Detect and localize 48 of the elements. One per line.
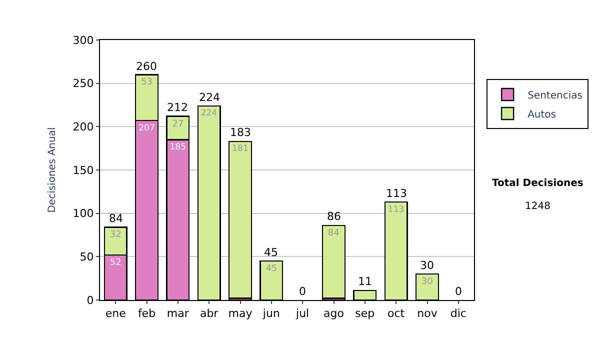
x-tick-label: oct bbox=[388, 307, 406, 320]
text: Total Decisiones bbox=[492, 178, 584, 189]
data-label: 30 bbox=[421, 277, 434, 287]
y-axis-title: Decisiones Anual bbox=[46, 127, 58, 213]
data-label: 27 bbox=[172, 119, 184, 130]
data-label: 207 bbox=[138, 123, 155, 134]
data-label: 181 bbox=[232, 144, 248, 154]
total-label: 0 bbox=[299, 285, 306, 298]
data-label: 45 bbox=[266, 264, 278, 274]
data-label: 84 bbox=[328, 228, 340, 238]
x-tick-label: sep bbox=[355, 307, 375, 320]
data-label: 52 bbox=[110, 258, 122, 268]
y-tick-label: 50 bbox=[80, 250, 94, 264]
data-label: 224 bbox=[200, 107, 218, 118]
data-label: 113 bbox=[388, 204, 404, 215]
x-tick-label: feb bbox=[138, 307, 156, 320]
text: 1248 bbox=[525, 201, 550, 212]
x-tick-label: nov bbox=[417, 307, 438, 320]
x-tick-label: ene bbox=[105, 307, 126, 320]
y-tick-label: 0 bbox=[86, 294, 94, 307]
total-label: 30 bbox=[420, 259, 434, 272]
legend-label: Autos bbox=[528, 109, 556, 120]
total-label: 260 bbox=[136, 60, 157, 73]
x-tick-label: may bbox=[228, 307, 253, 320]
x-tick-label: jul bbox=[295, 307, 310, 320]
total-label: 11 bbox=[358, 275, 372, 288]
x-tick-label: ago bbox=[324, 307, 344, 320]
y-tick-label: 300 bbox=[72, 34, 94, 47]
x-tick-label: dic bbox=[450, 307, 466, 320]
total-label: 183 bbox=[230, 126, 251, 139]
y-tick-label: 250 bbox=[72, 77, 94, 90]
data-label: 53 bbox=[141, 78, 152, 88]
x-tick-label: abr bbox=[200, 307, 219, 320]
total-label: 113 bbox=[386, 187, 407, 200]
legend-label: Sentencias bbox=[528, 90, 582, 102]
total-label: 45 bbox=[264, 246, 278, 259]
total-label: 86 bbox=[327, 210, 341, 223]
y-tick-label: 200 bbox=[72, 120, 94, 134]
total-label: 84 bbox=[109, 212, 123, 225]
x-tick-label: mar bbox=[166, 307, 190, 320]
data-label: 32 bbox=[110, 230, 122, 240]
total-label: 0 bbox=[455, 285, 462, 298]
y-tick-label: 150 bbox=[72, 164, 94, 177]
total-label: 212 bbox=[167, 101, 188, 114]
data-label: 185 bbox=[170, 142, 186, 152]
y-tick-label: 100 bbox=[72, 207, 94, 220]
total-label: 224 bbox=[199, 91, 220, 104]
x-tick-label: jun bbox=[262, 307, 280, 320]
